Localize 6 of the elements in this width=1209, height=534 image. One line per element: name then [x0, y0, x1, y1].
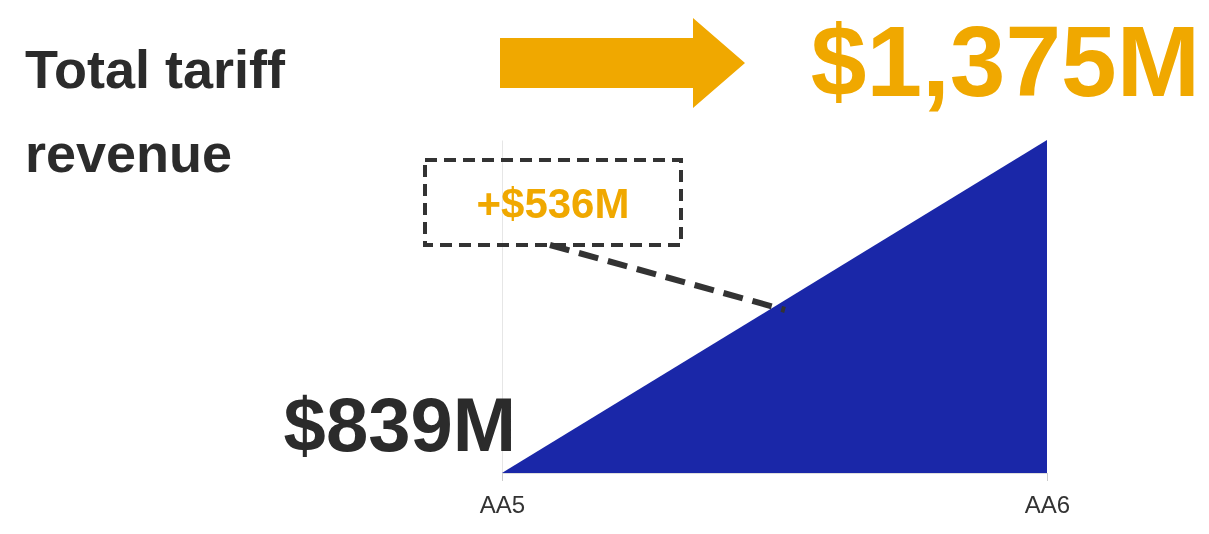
x-tick-label: AA5 — [479, 490, 526, 518]
chart-title: Total tariff revenue — [25, 39, 286, 183]
data-label: $1,375M — [810, 5, 1200, 117]
data-label: $839M — [283, 382, 516, 467]
x-tick-label: AA6 — [1024, 490, 1071, 518]
annotation: +$536M — [476, 180, 630, 227]
